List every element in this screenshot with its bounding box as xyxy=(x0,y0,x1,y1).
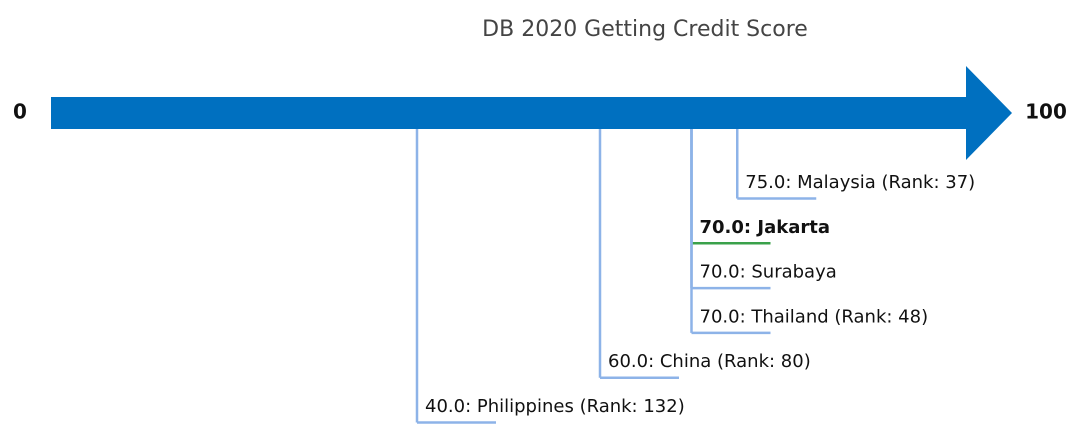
value-label: 60.0: China (Rank: 80) xyxy=(608,351,811,372)
value-label: 70.0: Surabaya xyxy=(700,262,837,283)
highlight-label: 70.0: Jakarta xyxy=(700,217,830,238)
value-label: 75.0: Malaysia (Rank: 37) xyxy=(745,172,975,193)
chart-title: DB 2020 Getting Credit Score xyxy=(482,17,808,42)
x-tick-label: 100 xyxy=(1025,100,1067,124)
value-label: 40.0: Philippines (Rank: 132) xyxy=(425,396,685,417)
x-tick-label: 0 xyxy=(13,100,27,124)
axis-arrow xyxy=(51,66,1012,160)
value-label: 70.0: Thailand (Rank: 48) xyxy=(700,306,929,327)
